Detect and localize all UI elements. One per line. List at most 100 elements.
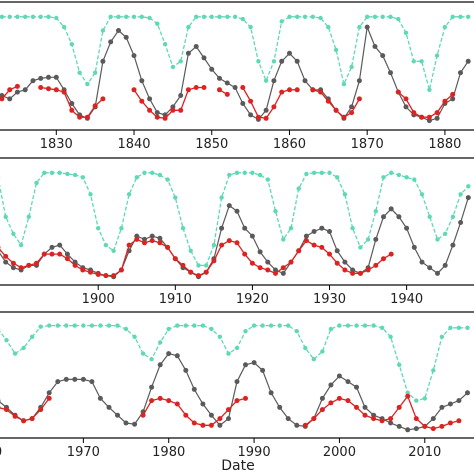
data-point-red	[248, 98, 254, 104]
data-point-upper	[180, 226, 186, 231]
data-point-gray	[69, 101, 75, 106]
data-point-gray	[201, 55, 207, 61]
data-point-gray	[3, 259, 9, 265]
data-point-upper	[263, 78, 269, 83]
x-tick-label: 1830	[40, 137, 73, 152]
data-point-red	[53, 87, 59, 93]
data-point-gray	[234, 379, 240, 385]
data-point-upper	[326, 24, 331, 30]
data-point-red	[405, 393, 411, 399]
data-point-gray	[0, 399, 1, 403]
data-point-upper	[279, 19, 284, 24]
data-point-red	[219, 242, 225, 248]
data-point-gray	[106, 404, 112, 410]
data-point-red	[208, 422, 214, 428]
data-point-gray	[294, 422, 300, 428]
data-point-upper	[256, 59, 261, 64]
x-tick-label: 1970	[67, 445, 100, 460]
data-point-upper	[103, 242, 109, 248]
data-point-red	[273, 270, 278, 276]
data-point-gray	[22, 87, 28, 93]
data-point-gray	[7, 96, 13, 102]
data-point-upper	[132, 334, 137, 339]
data-point-upper	[240, 16, 245, 22]
data-point-upper	[265, 177, 270, 182]
data-point-gray	[64, 251, 70, 257]
data-point-red	[396, 404, 402, 410]
data-point-gray	[388, 70, 393, 76]
data-point-red	[88, 269, 93, 275]
data-point-gray	[217, 75, 222, 81]
data-point-red	[100, 96, 106, 102]
data-point-red	[422, 423, 428, 429]
data-point-red	[381, 256, 386, 262]
data-point-upper	[209, 14, 214, 19]
data-point-upper	[288, 226, 294, 231]
data-point-gray	[405, 427, 411, 433]
data-point-upper	[397, 362, 402, 367]
data-point-red	[34, 260, 39, 266]
data-point-red	[162, 115, 168, 121]
data-point-gray	[465, 195, 471, 201]
data-point-gray	[10, 265, 16, 271]
data-point-red	[373, 262, 379, 268]
series-line-red	[304, 394, 460, 430]
data-point-upper	[209, 326, 214, 332]
data-point-upper	[365, 237, 371, 242]
data-point-gray	[100, 58, 106, 64]
x-tick-label: 1900	[82, 292, 115, 307]
series-line-red	[133, 86, 204, 119]
data-point-red	[64, 256, 70, 262]
data-point-gray	[328, 382, 334, 388]
data-point-red	[84, 114, 90, 120]
data-point-red	[77, 114, 83, 120]
data-point-red	[165, 244, 171, 250]
data-point-gray	[191, 386, 197, 392]
data-point-gray	[380, 53, 386, 59]
data-point-red	[447, 420, 453, 426]
data-point-red	[95, 272, 101, 277]
data-point-upper	[150, 170, 155, 175]
data-point-upper	[12, 351, 18, 356]
data-point-red	[224, 91, 230, 97]
data-point-upper	[149, 357, 154, 362]
data-point-gray	[97, 395, 103, 401]
data-point-upper	[140, 351, 146, 356]
data-point-red	[131, 87, 137, 93]
data-point-red	[234, 240, 240, 246]
data-point-red	[255, 114, 261, 120]
data-point-upper	[42, 170, 47, 175]
data-point-red	[279, 89, 285, 95]
data-point-upper	[333, 47, 339, 53]
data-point-red	[0, 405, 1, 409]
data-point-upper	[345, 323, 351, 328]
data-point-upper	[434, 53, 440, 58]
data-point-gray	[224, 80, 230, 86]
data-point-upper	[49, 170, 55, 175]
data-point-upper	[88, 192, 93, 197]
data-point-red	[226, 407, 231, 413]
data-point-red	[242, 251, 248, 257]
data-point-red	[388, 416, 394, 422]
series-line-red	[0, 238, 392, 277]
data-point-red	[174, 401, 180, 407]
data-point-upper	[260, 323, 265, 328]
data-point-gray	[388, 206, 394, 212]
data-point-upper	[243, 329, 248, 334]
data-point-red	[411, 110, 417, 116]
data-point-gray	[356, 78, 362, 84]
data-point-red	[257, 265, 263, 271]
data-point-upper	[365, 14, 370, 19]
data-point-upper	[54, 15, 59, 21]
data-point-gray	[131, 53, 137, 59]
x-tick-label: 1980	[152, 445, 185, 460]
data-point-upper	[131, 14, 137, 19]
data-point-upper	[124, 14, 129, 19]
data-point-gray	[373, 236, 379, 242]
data-point-red	[303, 238, 309, 244]
data-point-gray	[243, 362, 248, 368]
data-point-red	[26, 262, 32, 268]
data-point-upper	[225, 14, 230, 19]
plot-frame	[0, 157, 474, 286]
data-point-upper	[419, 192, 425, 197]
